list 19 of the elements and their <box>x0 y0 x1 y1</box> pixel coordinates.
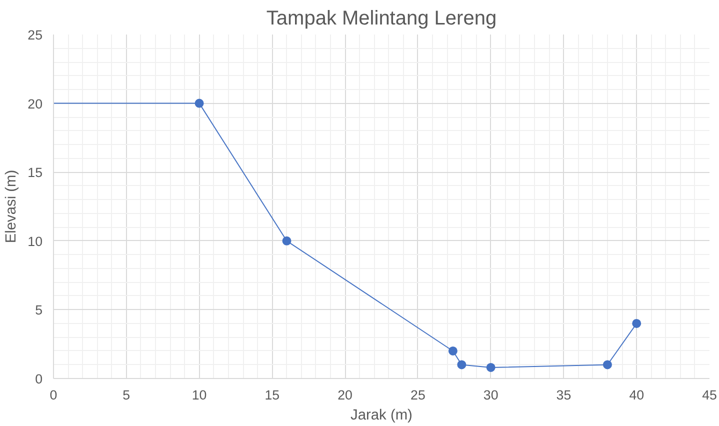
x-tick-label: 35 <box>556 388 572 402</box>
y-axis-title: Elevasi (m) <box>4 170 20 244</box>
y-tick-label: 15 <box>28 165 43 180</box>
x-tick-label: 30 <box>483 388 498 402</box>
x-tick-label: 5 <box>122 388 130 402</box>
x-tick-label: 15 <box>264 388 280 402</box>
x-tick-label: 25 <box>410 388 426 402</box>
x-tick-label: 0 <box>50 388 58 402</box>
y-tick-label: 25 <box>28 28 43 42</box>
x-tick-label: 45 <box>702 388 717 402</box>
x-axis-title: Jarak (m) <box>350 408 412 424</box>
x-tick-label: 10 <box>192 388 207 402</box>
y-tick-label: 10 <box>28 234 43 249</box>
y-tick-label: 20 <box>28 96 43 112</box>
y-tick-label: 5 <box>35 302 43 318</box>
x-tick-label: 40 <box>629 388 644 402</box>
chart-title: Tampak Melintang Lereng <box>266 8 497 30</box>
y-tick-label: 0 <box>35 372 43 386</box>
x-tick-label: 20 <box>338 388 352 402</box>
